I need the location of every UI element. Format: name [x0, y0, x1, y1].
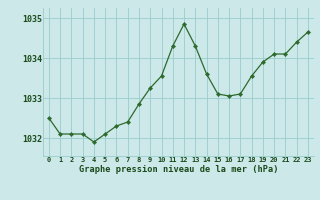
- X-axis label: Graphe pression niveau de la mer (hPa): Graphe pression niveau de la mer (hPa): [79, 165, 278, 174]
